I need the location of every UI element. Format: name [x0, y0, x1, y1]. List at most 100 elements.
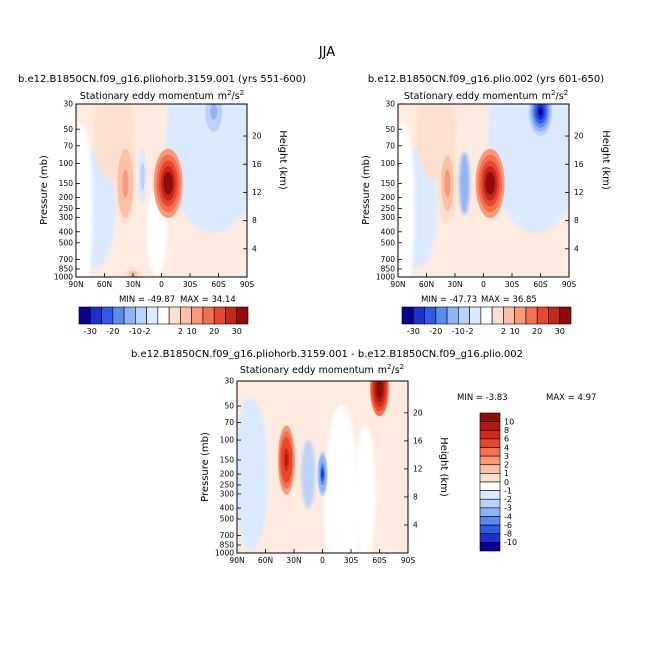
cbar2-label-4: 2 [501, 327, 506, 336]
panel-3-min-label: MIN = -3.83 [457, 393, 508, 403]
cbar3-label-6: 1 [504, 469, 509, 478]
plot1-ytick-label-10: 700 [59, 255, 74, 264]
plot2-y2tick-label-2: 12 [574, 188, 584, 197]
plot2-ytick-label-5: 200 [381, 193, 396, 202]
cbar3-swatch-15 [479, 542, 501, 552]
plot3-band-2 [301, 439, 316, 509]
plot1-xtick-label-4: 30S [183, 280, 198, 289]
cbar3-label-14: -10 [504, 538, 517, 547]
cbar1-swatch-3 [112, 306, 125, 325]
plot2-band-0 [487, 104, 569, 234]
cbar2-swatch-10 [514, 306, 527, 325]
panel-3-units-mid: /s [392, 365, 400, 376]
plot2-ytick-label-8: 400 [381, 227, 396, 236]
cbar1-swatch-7 [157, 306, 170, 325]
plot2-ytick-label-1: 50 [385, 125, 395, 134]
panel-2-y2label: Height (km) [600, 130, 611, 190]
plot2-ytick-label-11: 850 [381, 265, 396, 274]
cbar1-swatch-2 [101, 306, 114, 325]
panel-3-ylabel: Pressure (mb) [200, 432, 211, 502]
plot3-feature-0-level-5 [284, 454, 288, 466]
plot2-xtick-label-6: 90S [562, 280, 577, 289]
plot3-ytick-label-3: 100 [220, 436, 235, 445]
cbar3-label-12: -6 [504, 521, 512, 530]
cbar2-swatch-7 [480, 306, 493, 325]
cbar3-swatch-6 [479, 464, 501, 474]
plot1-xtick-label-5: 60S [211, 280, 226, 289]
plot3-ytick-label-12: 1000 [215, 549, 234, 558]
plot1-xtick-label-3: 0 [159, 280, 164, 289]
cbar3-swatch-1 [479, 421, 501, 431]
plot3-band-3 [354, 425, 376, 553]
plot2-ytick-label-2: 70 [385, 141, 395, 150]
plot2-ytick-label-4: 150 [381, 179, 396, 188]
plot3-ytick-label-6: 250 [220, 481, 235, 490]
plot2-ytick-label-6: 250 [381, 204, 396, 213]
plot3-band-1 [324, 404, 359, 553]
plot1-band-2 [76, 122, 93, 277]
plot1-ytick-label-2: 70 [63, 141, 73, 150]
panel-1-colorbar: -30 -20 -10 -2 2 10 20 30 [78, 306, 249, 336]
plot3-y2tick-label-4: 4 [413, 521, 418, 530]
cbar1-label-3: -2 [143, 327, 151, 336]
cbar2-label-2: -10 [452, 327, 465, 336]
cbar1-label-7: 30 [232, 327, 242, 336]
cbar1-label-0: -30 [84, 327, 97, 336]
panel-3-units-base: m [378, 365, 387, 376]
plot3-xtick-label-3: 0 [320, 556, 325, 565]
cbar3-label-4: 3 [504, 452, 509, 461]
cbar1-swatch-0 [78, 306, 91, 325]
panel-1-max-label: MAX = 34.14 [180, 295, 236, 305]
plot1-feature-0-level-5 [165, 177, 171, 190]
plot2-ytick-label-0: 30 [385, 100, 395, 109]
cbar1-swatch-1 [89, 306, 102, 325]
plot3-ytick-label-5: 200 [220, 470, 235, 479]
panel-3: b.e12.B1850CN.f09_g16.pliohorb.3159.001 … [131, 349, 596, 565]
plot1-field [76, 104, 247, 277]
panel-1-subtitle-main: Stationary eddy momentum [80, 91, 214, 102]
plot2-xtick-label-4: 30S [505, 280, 520, 289]
cbar2-swatch-6 [469, 306, 482, 325]
cbar3-label-1: 8 [504, 426, 509, 435]
plot2-feature-2-level-5 [538, 107, 543, 116]
plot1-feature-2-level-5 [141, 171, 144, 181]
plot2-band-2 [398, 122, 415, 277]
cbar2-label-3: -2 [466, 327, 474, 336]
cbar1-swatch-14 [236, 306, 249, 325]
cbar3-label-10: -3 [504, 504, 512, 513]
cbar2-swatch-5 [458, 306, 470, 325]
cbar2-swatch-9 [503, 306, 515, 325]
cbar1-swatch-13 [225, 306, 238, 325]
plot1-ytick-label-3: 100 [59, 159, 74, 168]
cbar2-label-1: -20 [429, 327, 442, 336]
plot1-ytick-label-0: 30 [63, 100, 73, 109]
cbar2-swatch-13 [548, 306, 561, 325]
plot2-feature-1-level-5 [445, 176, 449, 191]
cbar1-swatch-12 [213, 306, 226, 325]
cbar2-swatch-4 [446, 306, 459, 325]
plot1-ytick-label-5: 200 [59, 193, 74, 202]
cbar3-label-5: 2 [504, 461, 509, 470]
cbar3-swatch-14 [479, 533, 501, 543]
cbar3-label-13: -8 [504, 530, 512, 539]
cbar2-swatch-8 [491, 306, 504, 325]
page-title: JJA [318, 45, 335, 60]
panel-1: b.e12.B1850CN.f09_g16.pliohorb.3159.001 … [18, 74, 306, 336]
plot2-y2tick-label-4: 4 [574, 244, 579, 253]
plot1-ytick-label-7: 300 [59, 213, 74, 222]
cbar1-label-6: 20 [209, 327, 219, 336]
cbar2-swatch-2 [424, 306, 437, 325]
plot1-ytick-label-6: 250 [59, 204, 74, 213]
plot2-y2tick-label-1: 16 [574, 160, 584, 169]
panel-1-units-exp-1: 2 [227, 89, 231, 97]
plot1-y2tick-label-4: 4 [252, 244, 257, 253]
plot1-xtick-label-2: 30N [125, 280, 140, 289]
cbar1-swatch-4 [123, 306, 136, 325]
panel-1-units-mid: /s [232, 91, 240, 102]
panel-1-ylabel: Pressure (mb) [39, 155, 50, 225]
plot2-xtick-label-0: 90N [390, 280, 405, 289]
plot1-feature-1-level-5 [123, 176, 127, 191]
